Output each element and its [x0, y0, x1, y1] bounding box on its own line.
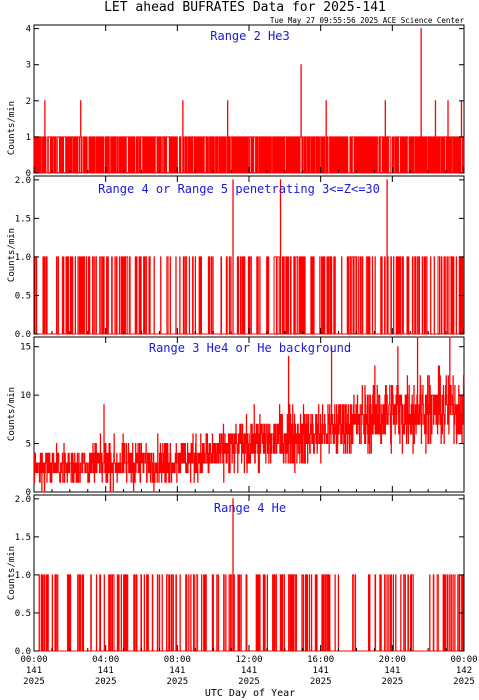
x-tick-label: 2025	[166, 677, 188, 687]
panel-3-ytick-label: 5	[26, 440, 31, 450]
x-tick-label: 141	[98, 666, 114, 676]
x-tick-label: 2025	[23, 677, 45, 687]
panel-3-ytick-label: 0	[26, 488, 31, 498]
panel-4-ytick-label: 0.5	[15, 609, 31, 619]
panel-4-ylabel: Counts/min	[7, 546, 17, 600]
panel-3-ytick-label: 10	[20, 391, 31, 401]
panel-2-ytick-label: 0.5	[15, 291, 31, 301]
panel-1: Range 2 He3 Counts/min 0 1 2 3 4	[7, 24, 465, 179]
panel-4-ytick-label: 2.0	[15, 495, 31, 505]
x-tick-label: 142	[456, 666, 472, 676]
x-axis: 00:00141202504:00141202508:00141202512:0…	[20, 655, 477, 687]
panel-3-ylabel: Counts/min	[7, 387, 17, 441]
panel-4-ytick-label: 1.0	[15, 571, 31, 581]
panel-1-ylabel: Counts/min	[7, 101, 17, 155]
x-tick-label: 08:00	[164, 655, 191, 665]
panel-2-ylabel: Counts/min	[7, 228, 17, 282]
panel-1-ytick-label: 0	[26, 169, 31, 179]
panel-3-series-line	[33, 336, 465, 493]
panel-1-ytick-label: 1	[26, 133, 31, 143]
panel-1-title: Range 2 He3	[210, 29, 289, 43]
x-tick-label: 141	[26, 666, 42, 676]
figure-timestamp: Tue May 27 09:55:56 2025 ACE Science Cen…	[270, 16, 465, 25]
panel-2-ytick-label: 1.0	[15, 253, 31, 263]
panel-4-ytick-label: 0.0	[15, 647, 31, 657]
x-tick-label: 141	[313, 666, 329, 676]
panel-4-series-line	[34, 498, 464, 652]
panel-3: Range 3 He4 or He background Counts/min …	[7, 336, 465, 498]
x-tick-label: 141	[169, 666, 185, 676]
x-tick-label: 2025	[381, 677, 403, 687]
x-tick-label: 20:00	[379, 655, 406, 665]
panel-1-series-line	[33, 28, 465, 174]
x-tick-label: 141	[241, 666, 257, 676]
panel-2: Range 4 or Range 5 penetrating 3<=Z<=30 …	[7, 175, 465, 340]
panel-1-ytick-label: 4	[26, 25, 31, 35]
figure-title: LET ahead BUFRATES Data for 2025-141	[104, 0, 386, 15]
x-tick-label: 2025	[310, 677, 332, 687]
panel-1-ytick-label: 2	[26, 97, 31, 107]
panel-2-series-line	[34, 179, 464, 335]
panel-3-ytick-label: 15	[20, 343, 31, 353]
x-tick-label: 2025	[238, 677, 260, 687]
x-tick-label: 00:00	[450, 655, 477, 665]
panel-4-title: Range 4 He	[214, 501, 286, 515]
x-tick-label: 04:00	[92, 655, 119, 665]
x-tick-label: 2025	[453, 677, 475, 687]
x-tick-label: 141	[384, 666, 400, 676]
x-tick-label: 16:00	[307, 655, 334, 665]
x-tick-label: 2025	[95, 677, 117, 687]
panel-2-ytick-label: 0.0	[15, 330, 31, 340]
panel-4-ytick-label: 1.5	[15, 533, 31, 543]
panel-2-ytick-label: 1.5	[15, 214, 31, 224]
x-tick-label: 12:00	[235, 655, 262, 665]
panel-3-title: Range 3 He4 or He background	[149, 341, 351, 355]
panel-1-ytick-label: 3	[26, 61, 31, 71]
panel-4-frame	[33, 494, 465, 652]
x-axis-label: UTC Day of Year	[205, 688, 295, 699]
x-tick-label: 00:00	[20, 655, 47, 665]
panel-2-title: Range 4 or Range 5 penetrating 3<=Z<=30	[98, 182, 380, 196]
panel-4: Range 4 He Counts/min 0.0 0.5 1.0 1.5 2.0	[7, 494, 465, 657]
panel-2-ytick-label: 2.0	[15, 176, 31, 186]
